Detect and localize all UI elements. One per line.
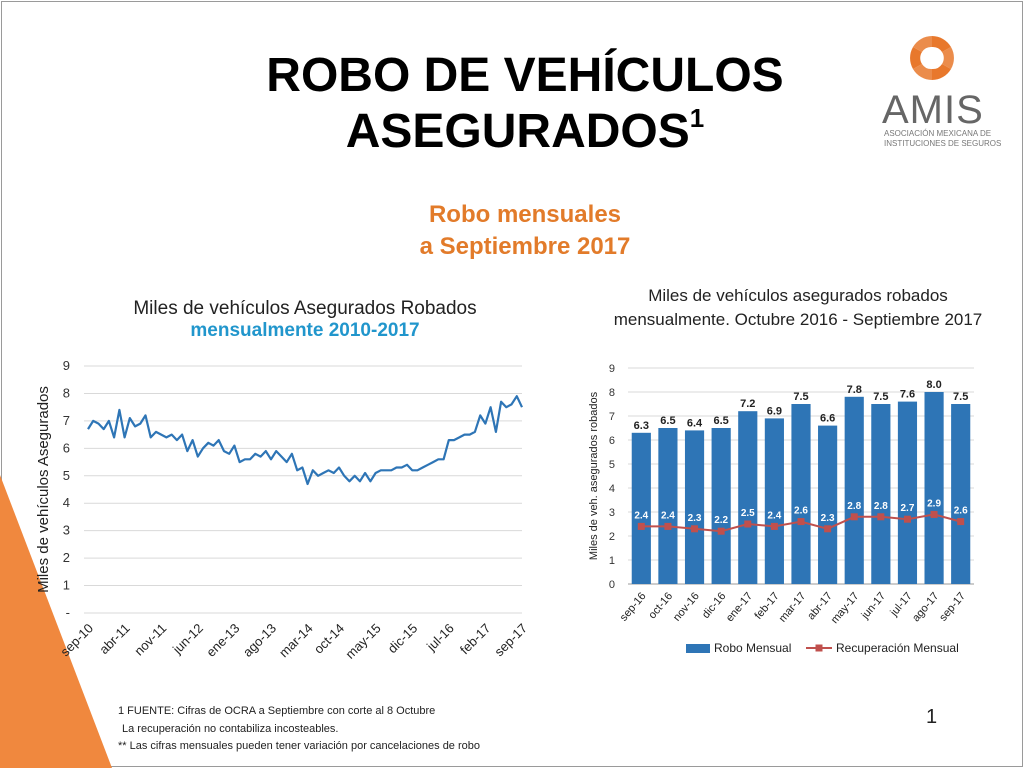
orange-corner-decoration	[0, 475, 112, 768]
page-number: 1	[926, 706, 938, 728]
subtitle-line-2: a Septiembre 2017	[419, 233, 631, 260]
line-chart-title: Miles de vehículos Asegurados Robados me…	[133, 298, 477, 341]
title-line-2: ASEGURADOS1	[345, 103, 705, 158]
bar-chart-title: Miles de vehículos asegurados robados me…	[613, 286, 983, 329]
footnote-variation: ** Las cifras mensuales pueden tener var…	[118, 740, 480, 752]
logo-wordmark: AMIS	[882, 88, 984, 132]
footnote-source: 1 FUENTE: Cifras de OCRA a Septiembre co…	[118, 705, 436, 717]
logo-tagline: ASOCIACIÓN MEXICANA DE INSTITUCIONES DE …	[884, 129, 1002, 148]
footnote-recovery: La recuperación no contabiliza incosteab…	[122, 723, 339, 735]
subtitle-line-1: Robo mensuales	[428, 201, 622, 228]
amis-logo-icon	[910, 36, 954, 80]
title-line-1: ROBO DE VEHÍCULOS	[266, 49, 784, 102]
slide-title: ROBO DE VEHÍCULOS ASEGURADOS1	[200, 48, 850, 160]
slide-subtitle: Robo mensuales a Septiembre 2017	[325, 199, 725, 263]
title-footnote-marker: 1	[689, 103, 705, 133]
